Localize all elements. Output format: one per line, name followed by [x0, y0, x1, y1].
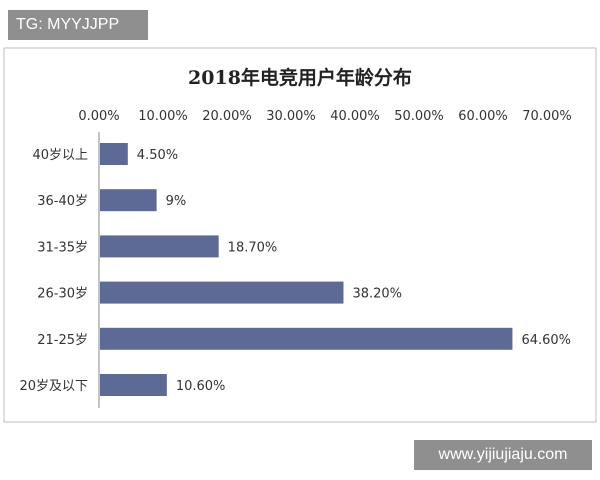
x-tick-label: 70.00% — [522, 109, 572, 124]
value-labels: 4.50% 9% 18.70% 38.20% 64.60% 10.60% — [137, 148, 571, 394]
x-tick-label: 10.00% — [138, 109, 188, 124]
bars — [100, 143, 513, 396]
x-tick-label: 20.00% — [202, 109, 252, 124]
category-label: 40岁以上 — [32, 148, 88, 163]
data-label: 4.50% — [137, 148, 178, 163]
data-label: 64.60% — [521, 333, 571, 348]
data-label: 38.20% — [352, 287, 402, 302]
bar — [100, 143, 128, 165]
x-tick-label: 40.00% — [330, 109, 380, 124]
watermark-bottom: www.yijiujiaju.com — [414, 440, 592, 470]
data-label: 10.60% — [176, 379, 226, 394]
bar — [100, 327, 513, 350]
chart-frame — [3, 47, 597, 423]
category-label: 26-30岁 — [37, 287, 88, 302]
data-label: 9% — [166, 194, 187, 209]
category-label: 21-25岁 — [37, 333, 88, 348]
category-labels: 40岁以上 36-40岁 31-35岁 26-30岁 21-25岁 20岁及以下 — [19, 148, 88, 394]
bar — [100, 235, 219, 258]
x-tick-label: 30.00% — [266, 109, 316, 124]
x-tick-label: 60.00% — [458, 109, 508, 124]
bar — [100, 374, 167, 396]
chart-title: 2018年电竞用户年龄分布 — [188, 66, 412, 89]
category-label: 31-35岁 — [37, 240, 88, 255]
watermark-top: TG: MYYJJPP — [8, 10, 148, 40]
category-label: 20岁及以下 — [19, 379, 88, 394]
bar — [100, 281, 344, 304]
category-label: 36-40岁 — [37, 194, 88, 209]
bar — [100, 189, 157, 212]
x-tick-label: 0.00% — [78, 109, 119, 124]
x-axis-ticks: 0.00% 10.00% 20.00% 30.00% 40.00% 50.00% 60.00… — [78, 109, 571, 124]
data-label: 18.70% — [228, 240, 278, 255]
x-tick-label: 50.00% — [394, 109, 444, 124]
